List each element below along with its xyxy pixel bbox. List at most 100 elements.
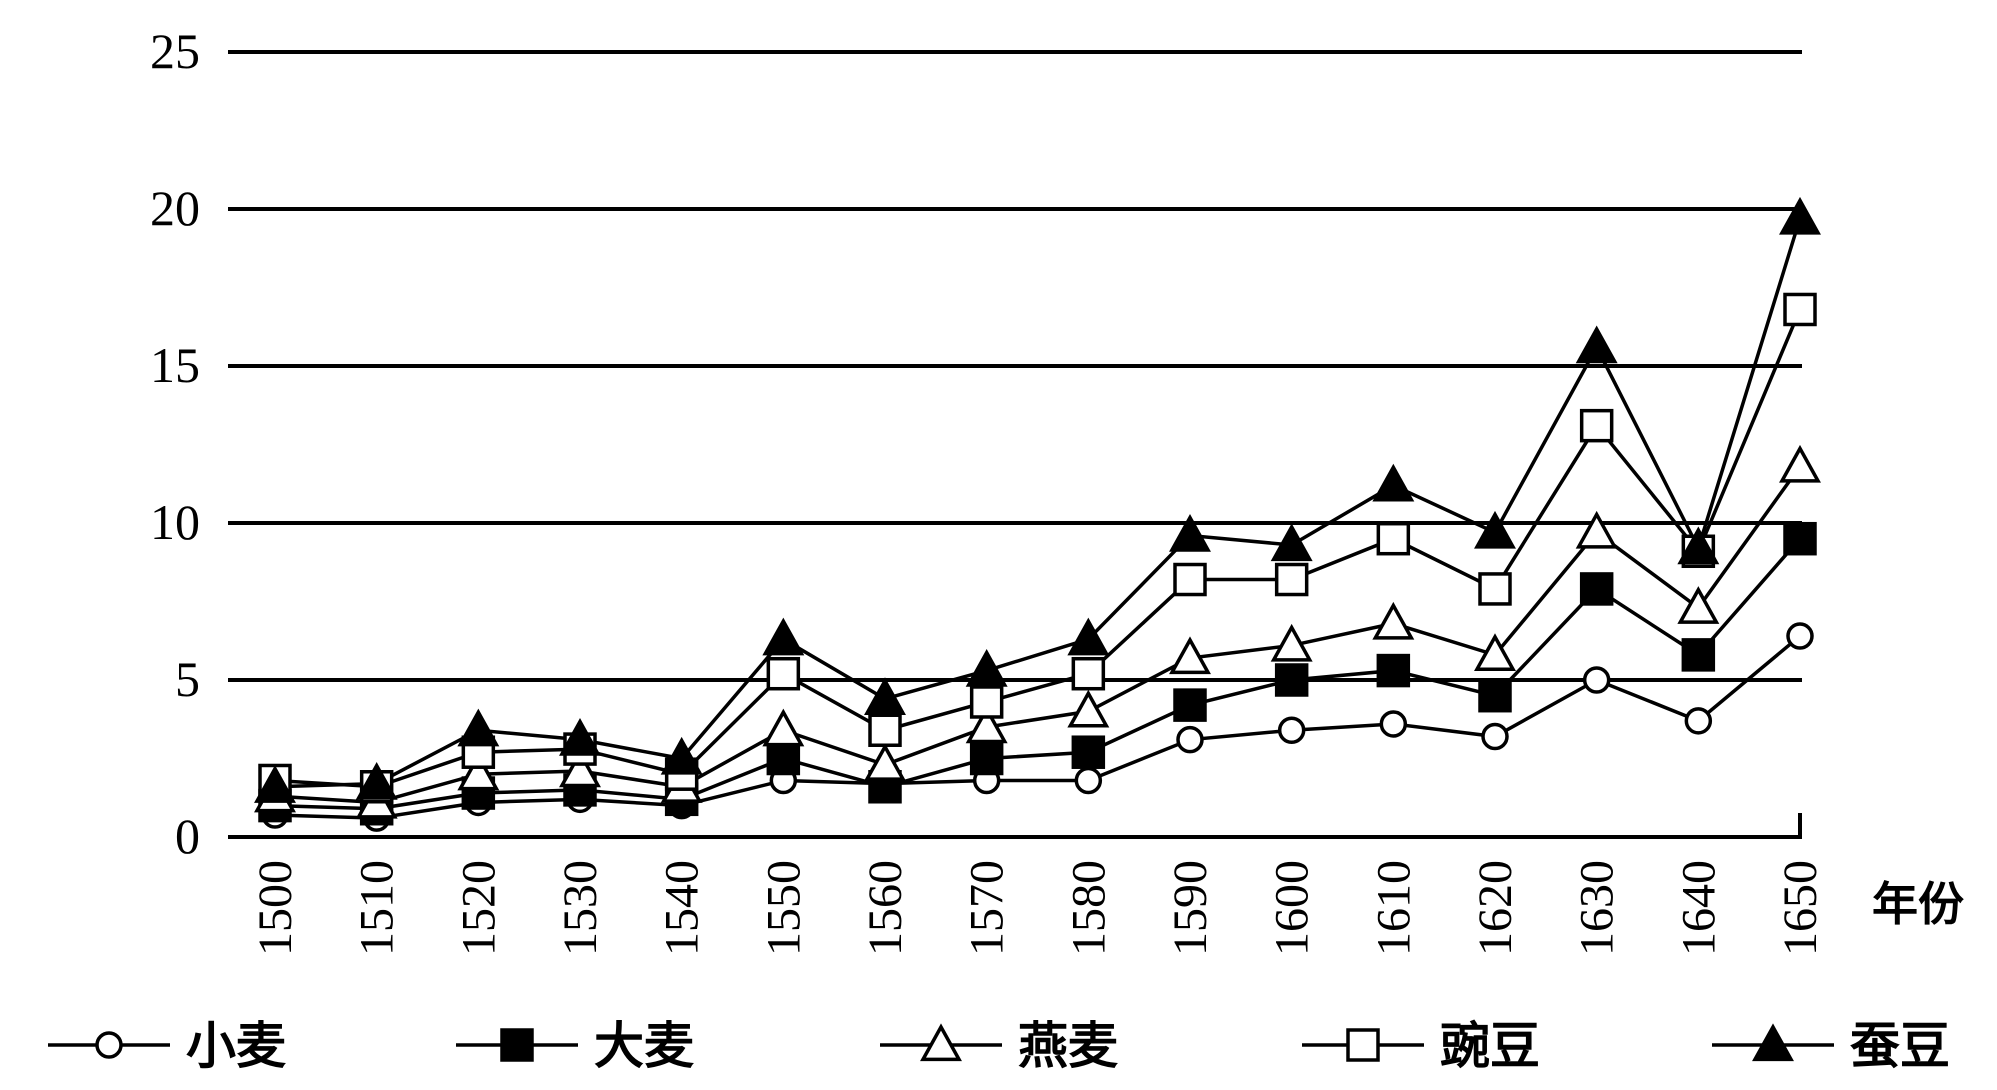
data-point [969,741,1004,776]
data-point [1173,562,1207,597]
data-point [1067,689,1110,728]
series-markers [254,196,1821,832]
series-line-3 [274,465,1802,805]
y-tick-label: 20 [150,180,200,236]
x-tick-label: 1640 [1672,860,1725,956]
data-point [1786,622,1814,650]
data-point [766,656,801,691]
legend-item-4: 豌豆 [1302,1017,1540,1075]
data-point [864,677,906,715]
data-point [1274,663,1309,697]
data-point [1478,572,1512,606]
data-point [1379,710,1408,738]
data-point [1274,562,1309,597]
data-point [1779,444,1821,483]
x-tick-label: 1600 [1266,860,1319,956]
data-point [1779,196,1821,235]
series-points-5 [254,196,1821,803]
legend-label: 小麦 [186,1017,286,1075]
series-points-3 [254,444,1821,819]
data-point [1270,523,1313,562]
data-point [1376,653,1411,688]
legend-marker [920,1023,962,1062]
data-point [1684,707,1713,735]
data-point [1478,678,1512,713]
x-tick-label: 1620 [1469,860,1522,956]
data-point [864,743,906,781]
data-point [1071,735,1106,769]
data-point [965,705,1008,744]
data-point [1575,510,1618,549]
data-point [1575,325,1618,364]
series-line-2 [274,537,1802,811]
series-line-5 [274,217,1802,789]
data-point [766,741,801,776]
data-point [1074,766,1103,795]
data-point [965,648,1008,687]
legend-label: 燕麦 [1018,1017,1118,1075]
legend-label: 大麦 [594,1017,694,1075]
x-tick-label: 1500 [249,860,302,956]
legend-label: 豌豆 [1440,1017,1540,1075]
data-point [1474,510,1516,549]
data-point [254,765,296,803]
x-tick-label: 1560 [859,860,912,956]
legend-label: 蚕豆 [1850,1017,1950,1075]
y-tick-label: 10 [150,494,200,550]
data-point [1071,656,1106,691]
data-point [457,752,500,791]
data-point [762,617,805,656]
x-tick-label: 1510 [351,860,404,956]
data-point [1579,408,1614,443]
legend-marker [95,1031,123,1059]
legend-marker [1752,1023,1794,1062]
x-axis [228,813,1802,839]
x-tick-label: 1530 [554,860,607,956]
x-tick-label: 1590 [1164,860,1217,956]
legend-item-5: 蚕豆 [1712,1017,1950,1075]
data-point [969,685,1004,719]
data-point [559,718,601,756]
x-tick-label: 1610 [1367,860,1420,956]
data-point [660,736,703,775]
data-point [1372,601,1415,640]
x-tick-label: 1570 [961,860,1014,956]
data-point [1270,623,1313,662]
legend-marker [500,1028,534,1062]
data-point [559,749,601,788]
data-point [1067,617,1110,656]
grid-lines [228,50,1802,682]
data-point [1677,586,1720,624]
series-line-4 [274,308,1802,789]
y-tick-label: 15 [150,337,200,393]
y-tick-label: 0 [175,808,200,864]
legend-item-3: 燕麦 [880,1017,1118,1075]
data-point [1677,526,1720,565]
data-point [1372,463,1415,502]
y-tick-label: 5 [175,651,200,707]
data-point [1681,638,1716,672]
data-point [1783,521,1817,556]
data-point [1783,292,1817,327]
data-point [868,713,902,747]
data-point [457,708,500,747]
legend-item-1: 小麦 [48,1017,286,1075]
legend-marker [1346,1028,1380,1062]
data-point [1173,688,1207,722]
data-point [1376,521,1411,556]
legend-item-2: 大麦 [456,1017,694,1075]
data-point [355,762,398,800]
x-tick-label: 1580 [1062,860,1115,956]
x-tick-label: 1540 [656,860,709,956]
y-axis-tick-labels: 0 5 10 15 20 25 [150,23,200,864]
x-axis-tick-labels: 1500 1510 1520 1530 1540 1550 1560 1570 1580 1590… [249,860,1827,956]
data-point [1176,725,1204,754]
data-point [1582,666,1611,694]
data-point [1169,636,1211,675]
x-tick-label: 1630 [1571,860,1624,956]
x-axis-label: 年份 [1872,877,1964,931]
x-tick-label: 1650 [1774,860,1827,956]
data-point [1169,513,1211,552]
data-point [762,708,805,747]
